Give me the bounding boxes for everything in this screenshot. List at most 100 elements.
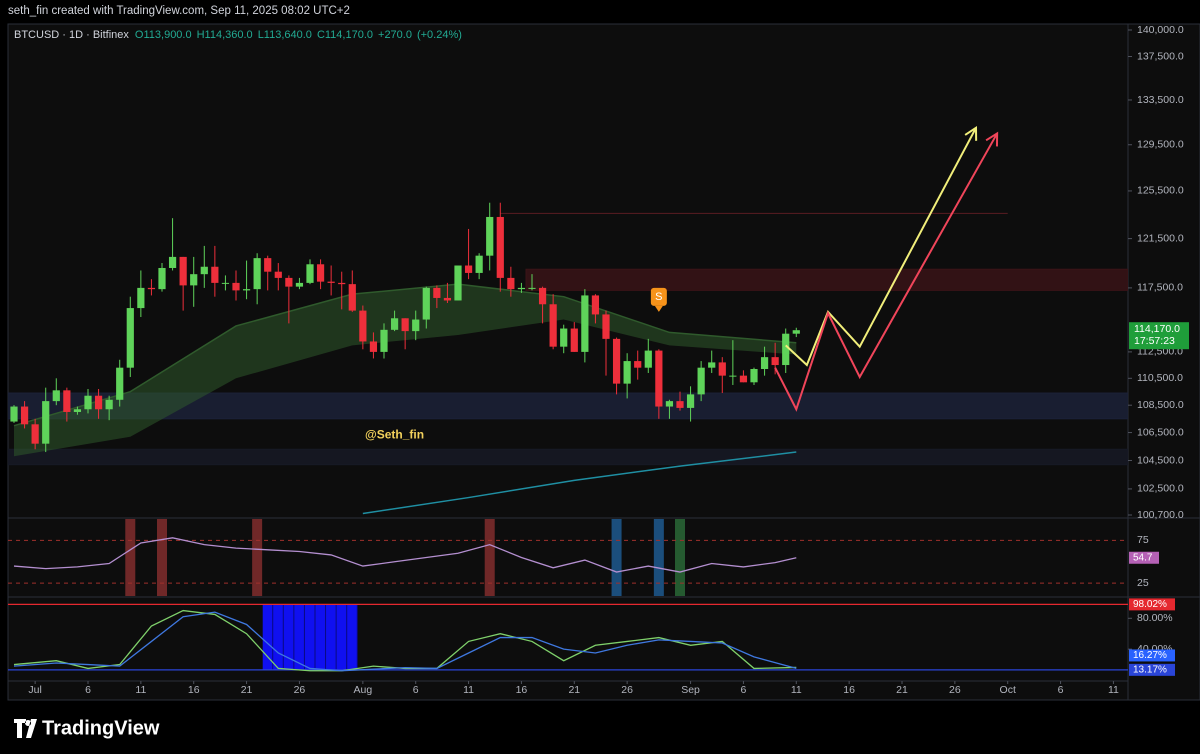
- level-label: 13.17%: [1133, 664, 1167, 675]
- candle-body: [401, 318, 409, 332]
- candle-body: [10, 406, 18, 422]
- y-tick-label: 133,500.0: [1137, 94, 1184, 106]
- value-label: 16.27%: [1133, 650, 1167, 661]
- candle-body: [475, 255, 483, 273]
- candle-body: [327, 281, 335, 283]
- ohlc-value: O113,900.0: [135, 29, 192, 41]
- level-label-box: [1129, 598, 1175, 611]
- y-tick-label: 117,500.0: [1137, 282, 1183, 294]
- signal-bar: [653, 519, 664, 596]
- candle-body: [369, 341, 378, 352]
- candle-body: [634, 361, 642, 368]
- x-tick-label: 11: [1108, 684, 1119, 696]
- candle-body: [792, 330, 800, 334]
- ohlc-value: (+0.24%): [417, 29, 462, 41]
- candle-body: [158, 267, 166, 290]
- candle-body: [105, 399, 113, 410]
- candle-body: [63, 390, 71, 412]
- main-pane: [8, 125, 1128, 515]
- x-tick-label: 6: [741, 684, 747, 696]
- candle-body: [686, 394, 695, 408]
- candle-body: [73, 409, 82, 412]
- level-label-box: [1129, 663, 1175, 676]
- x-tick-label: 11: [463, 684, 474, 696]
- x-tick-label: 21: [896, 684, 908, 696]
- y-tick-label: 125,500.0: [1137, 185, 1184, 197]
- candle-body: [591, 295, 600, 315]
- arrow-head: [985, 131, 999, 147]
- projection-arrow: [774, 132, 999, 412]
- candle-body: [771, 357, 779, 366]
- y-tick-label: 75: [1137, 534, 1149, 546]
- signal-pointer: [654, 305, 663, 312]
- x-tick-label: 26: [294, 684, 306, 696]
- y-tick-label: 25: [1137, 577, 1149, 589]
- x-tick-label: Oct: [1000, 684, 1016, 696]
- x-tick-label: 16: [516, 684, 528, 696]
- x-tick-label: 6: [413, 684, 419, 696]
- candle-body: [560, 328, 568, 347]
- candle-body: [179, 256, 187, 286]
- watermark: @Seth_fin: [365, 428, 424, 442]
- candle-body: [676, 401, 684, 408]
- candle-body: [390, 318, 399, 330]
- zone: [8, 448, 1128, 466]
- candle-body: [232, 282, 240, 291]
- candle-body: [116, 367, 124, 400]
- candle-body: [581, 295, 589, 352]
- symbol-label: BTCUSD · 1D · Bitfinex: [14, 29, 129, 41]
- candle-body: [348, 284, 356, 311]
- x-tick-label: 16: [188, 684, 200, 696]
- arrow-head: [964, 125, 978, 141]
- overlay-layer: BTCUSD · 1D · Bitfinex O113,900.0 H114,360…: [8, 24, 1189, 696]
- ema-band: [14, 284, 797, 457]
- signal-bar: [484, 519, 495, 596]
- x-tick-label: 11: [791, 684, 802, 696]
- candle-body: [253, 258, 261, 290]
- candle-body: [750, 369, 758, 383]
- candle-body: [433, 287, 441, 298]
- candle-body: [538, 287, 547, 305]
- logo-icon: [14, 719, 37, 738]
- candle-body: [147, 287, 156, 290]
- candle-body: [612, 338, 621, 384]
- candle-body: [422, 287, 430, 320]
- signal-bar: [125, 519, 136, 596]
- y-tick-label: 140,000.0: [1137, 24, 1184, 36]
- y-tick-label: 104,500.0: [1137, 454, 1184, 466]
- countdown-label: 17:57:23: [1134, 335, 1175, 347]
- y-tick-label: 80.00%: [1137, 612, 1173, 624]
- header-text: seth_fin created with TradingView.com, S…: [8, 5, 350, 17]
- signal-bar: [611, 519, 622, 596]
- candle-body: [316, 264, 325, 282]
- candle-body: [20, 406, 29, 425]
- candle-body: [94, 395, 103, 410]
- y-tick-label: 121,500.0: [1137, 232, 1184, 244]
- x-tick-label: Jul: [28, 684, 41, 696]
- brand-name: TradingView: [42, 717, 160, 739]
- ohlc-value: H114,360.0: [197, 29, 253, 41]
- ohlc-value: +270.0: [378, 29, 412, 41]
- signal-bar: [157, 519, 167, 596]
- candle-body: [739, 375, 748, 383]
- y-tick-label: 106,500.0: [1137, 426, 1184, 438]
- y-tick-label: 108,500.0: [1137, 399, 1184, 411]
- x-tick-label: 26: [949, 684, 961, 696]
- zone: [8, 392, 1128, 420]
- last-price-box: [1129, 322, 1189, 350]
- candle-body: [412, 319, 420, 332]
- candle-body: [782, 333, 790, 366]
- candle-body: [285, 277, 293, 287]
- candle-body: [295, 282, 304, 287]
- candle-body: [221, 282, 230, 284]
- candle-body: [443, 297, 452, 301]
- zone: [525, 268, 1128, 291]
- y-tick-label: 137,500.0: [1137, 50, 1184, 62]
- candle-body: [729, 375, 737, 377]
- ohlc-value: C114,170.0: [317, 29, 373, 41]
- candle-body: [200, 266, 208, 275]
- candle-body: [486, 216, 494, 256]
- moving-average: [362, 451, 797, 515]
- signal-bar: [675, 519, 685, 596]
- candle-body: [570, 328, 578, 352]
